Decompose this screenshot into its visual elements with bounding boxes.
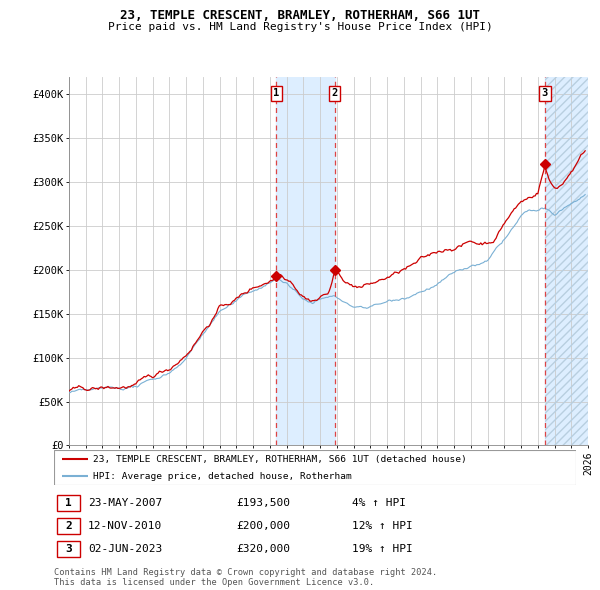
Text: 2: 2: [332, 88, 338, 99]
Text: 23, TEMPLE CRESCENT, BRAMLEY, ROTHERHAM, S66 1UT: 23, TEMPLE CRESCENT, BRAMLEY, ROTHERHAM,…: [120, 9, 480, 22]
Text: 12-NOV-2010: 12-NOV-2010: [88, 521, 162, 531]
Text: 12% ↑ HPI: 12% ↑ HPI: [352, 521, 412, 531]
Text: £200,000: £200,000: [236, 521, 290, 531]
Bar: [277, 77, 335, 445]
Text: 1: 1: [274, 88, 280, 99]
Text: 3: 3: [542, 88, 548, 99]
FancyBboxPatch shape: [56, 518, 80, 534]
Text: Price paid vs. HM Land Registry's House Price Index (HPI): Price paid vs. HM Land Registry's House …: [107, 22, 493, 32]
Bar: [545, 77, 588, 445]
FancyBboxPatch shape: [54, 450, 576, 485]
FancyBboxPatch shape: [56, 540, 80, 557]
Text: Contains HM Land Registry data © Crown copyright and database right 2024.: Contains HM Land Registry data © Crown c…: [54, 568, 437, 576]
Text: 23-MAY-2007: 23-MAY-2007: [88, 498, 162, 508]
Text: HPI: Average price, detached house, Rotherham: HPI: Average price, detached house, Roth…: [93, 471, 352, 481]
Text: 2: 2: [65, 521, 72, 531]
Text: 1: 1: [65, 498, 72, 508]
Text: £193,500: £193,500: [236, 498, 290, 508]
Text: 4% ↑ HPI: 4% ↑ HPI: [352, 498, 406, 508]
Text: This data is licensed under the Open Government Licence v3.0.: This data is licensed under the Open Gov…: [54, 578, 374, 587]
Text: 19% ↑ HPI: 19% ↑ HPI: [352, 544, 412, 553]
FancyBboxPatch shape: [56, 495, 80, 511]
Text: £320,000: £320,000: [236, 544, 290, 553]
Text: 3: 3: [65, 544, 72, 553]
Text: 23, TEMPLE CRESCENT, BRAMLEY, ROTHERHAM, S66 1UT (detached house): 23, TEMPLE CRESCENT, BRAMLEY, ROTHERHAM,…: [93, 455, 467, 464]
Text: 02-JUN-2023: 02-JUN-2023: [88, 544, 162, 553]
Bar: [545, 77, 588, 445]
